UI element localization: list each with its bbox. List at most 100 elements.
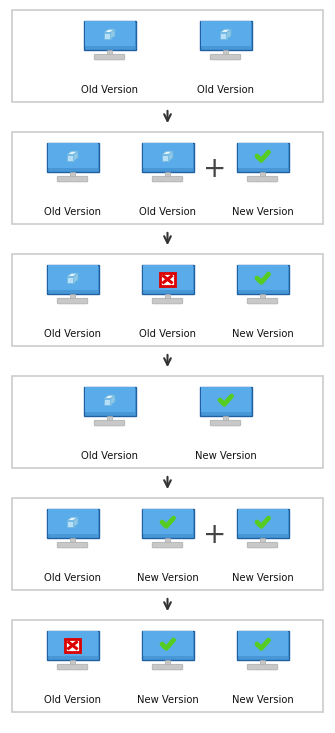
FancyBboxPatch shape	[200, 21, 252, 50]
FancyBboxPatch shape	[84, 21, 134, 46]
FancyBboxPatch shape	[47, 265, 98, 294]
FancyBboxPatch shape	[141, 631, 194, 660]
FancyBboxPatch shape	[48, 509, 97, 534]
FancyBboxPatch shape	[12, 132, 323, 224]
FancyBboxPatch shape	[238, 509, 287, 534]
Polygon shape	[226, 29, 231, 39]
FancyBboxPatch shape	[12, 10, 323, 102]
FancyBboxPatch shape	[12, 376, 323, 468]
Text: +: +	[203, 155, 227, 183]
FancyBboxPatch shape	[57, 176, 88, 182]
Polygon shape	[111, 29, 115, 39]
FancyBboxPatch shape	[141, 143, 194, 172]
FancyBboxPatch shape	[107, 416, 112, 421]
FancyBboxPatch shape	[47, 509, 98, 538]
Polygon shape	[111, 395, 115, 405]
FancyBboxPatch shape	[237, 143, 288, 172]
FancyBboxPatch shape	[94, 420, 125, 426]
Polygon shape	[67, 273, 78, 276]
FancyBboxPatch shape	[237, 265, 288, 294]
FancyBboxPatch shape	[247, 664, 278, 670]
FancyBboxPatch shape	[142, 144, 193, 168]
Text: New Version: New Version	[195, 451, 256, 461]
Polygon shape	[67, 276, 74, 283]
Text: Old Version: Old Version	[139, 207, 196, 217]
FancyBboxPatch shape	[152, 176, 183, 182]
FancyBboxPatch shape	[152, 664, 183, 670]
Text: Old Version: Old Version	[44, 207, 101, 217]
FancyBboxPatch shape	[47, 143, 98, 172]
FancyBboxPatch shape	[84, 387, 134, 412]
FancyBboxPatch shape	[247, 176, 278, 182]
FancyBboxPatch shape	[238, 265, 287, 290]
Text: Old Version: Old Version	[44, 573, 101, 583]
Polygon shape	[104, 32, 111, 39]
FancyBboxPatch shape	[237, 631, 288, 660]
Polygon shape	[162, 276, 169, 283]
Text: Old Version: Old Version	[81, 85, 138, 95]
FancyBboxPatch shape	[165, 660, 170, 666]
FancyBboxPatch shape	[57, 298, 88, 304]
FancyBboxPatch shape	[247, 298, 278, 304]
FancyBboxPatch shape	[47, 631, 98, 660]
Polygon shape	[74, 273, 78, 283]
FancyBboxPatch shape	[238, 144, 287, 168]
Polygon shape	[220, 32, 226, 39]
FancyBboxPatch shape	[83, 21, 135, 50]
Polygon shape	[67, 517, 78, 520]
FancyBboxPatch shape	[107, 50, 112, 55]
FancyBboxPatch shape	[12, 254, 323, 346]
Text: New Version: New Version	[231, 695, 293, 705]
Polygon shape	[74, 517, 78, 527]
FancyBboxPatch shape	[83, 387, 135, 416]
Text: Old Version: Old Version	[197, 85, 254, 95]
Text: New Version: New Version	[231, 207, 293, 217]
FancyBboxPatch shape	[57, 542, 88, 548]
Text: Old Version: Old Version	[81, 451, 138, 461]
Polygon shape	[104, 399, 111, 405]
FancyBboxPatch shape	[152, 542, 183, 548]
Polygon shape	[162, 155, 169, 161]
FancyBboxPatch shape	[260, 294, 265, 299]
FancyBboxPatch shape	[141, 509, 194, 538]
FancyBboxPatch shape	[57, 664, 88, 670]
FancyBboxPatch shape	[200, 387, 252, 416]
FancyBboxPatch shape	[247, 542, 278, 548]
FancyBboxPatch shape	[210, 54, 241, 60]
FancyBboxPatch shape	[48, 265, 97, 290]
Text: Old Version: Old Version	[44, 329, 101, 339]
Polygon shape	[169, 151, 173, 161]
FancyBboxPatch shape	[223, 416, 228, 421]
Polygon shape	[67, 151, 78, 155]
FancyBboxPatch shape	[70, 294, 75, 299]
FancyBboxPatch shape	[65, 638, 80, 652]
Text: New Version: New Version	[231, 329, 293, 339]
FancyBboxPatch shape	[94, 54, 125, 60]
FancyBboxPatch shape	[201, 21, 251, 46]
Polygon shape	[169, 273, 173, 283]
FancyBboxPatch shape	[260, 538, 265, 543]
FancyBboxPatch shape	[12, 620, 323, 712]
FancyBboxPatch shape	[70, 172, 75, 177]
Polygon shape	[162, 273, 173, 276]
Polygon shape	[67, 155, 74, 161]
FancyBboxPatch shape	[141, 265, 194, 294]
FancyBboxPatch shape	[237, 509, 288, 538]
Text: Old Version: Old Version	[44, 695, 101, 705]
FancyBboxPatch shape	[70, 660, 75, 666]
Polygon shape	[67, 639, 78, 643]
FancyBboxPatch shape	[48, 144, 97, 168]
FancyBboxPatch shape	[142, 509, 193, 534]
FancyBboxPatch shape	[260, 172, 265, 177]
Polygon shape	[74, 639, 78, 649]
FancyBboxPatch shape	[201, 387, 251, 412]
Polygon shape	[104, 29, 115, 32]
FancyBboxPatch shape	[165, 538, 170, 543]
FancyBboxPatch shape	[238, 631, 287, 656]
FancyBboxPatch shape	[12, 498, 323, 590]
Polygon shape	[162, 151, 173, 155]
Polygon shape	[67, 643, 74, 649]
FancyBboxPatch shape	[160, 273, 175, 286]
Polygon shape	[74, 151, 78, 161]
Polygon shape	[104, 395, 115, 399]
